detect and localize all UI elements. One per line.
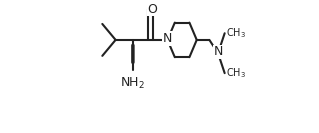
Text: NH$_2$: NH$_2$ bbox=[120, 76, 145, 91]
Text: N: N bbox=[163, 32, 172, 45]
Text: CH$_3$: CH$_3$ bbox=[226, 26, 246, 40]
Text: CH$_3$: CH$_3$ bbox=[226, 66, 246, 80]
Text: N: N bbox=[213, 45, 223, 58]
Text: O: O bbox=[147, 3, 157, 16]
